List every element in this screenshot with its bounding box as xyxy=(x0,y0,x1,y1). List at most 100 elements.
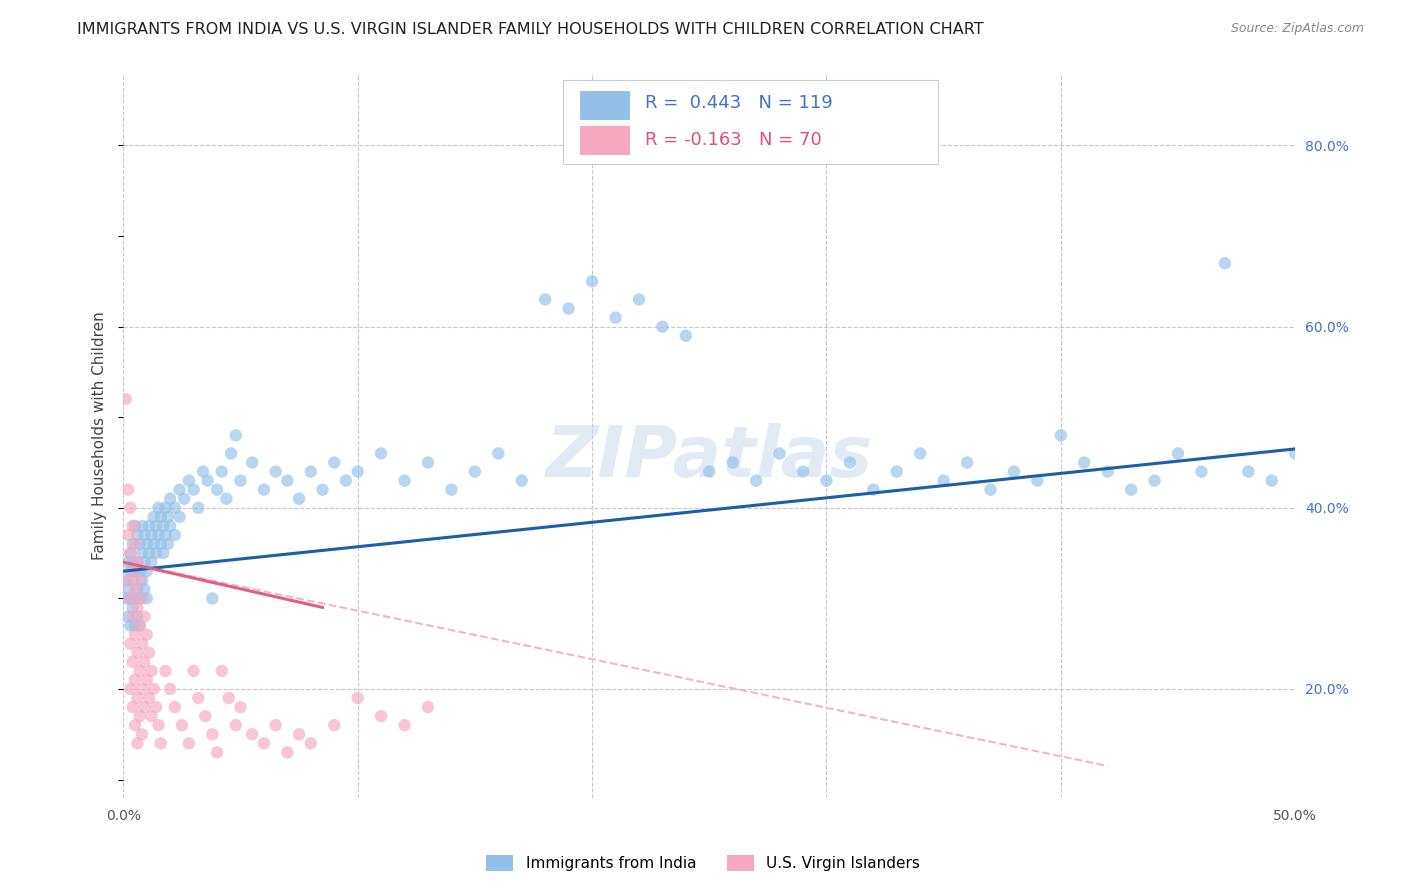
Point xyxy=(370,446,392,460)
Point xyxy=(124,673,146,687)
Point xyxy=(135,673,157,687)
Point xyxy=(651,319,673,334)
Point xyxy=(510,474,533,488)
Point xyxy=(218,691,240,706)
Point xyxy=(1191,465,1213,479)
Point xyxy=(163,700,186,714)
Point xyxy=(121,555,143,569)
FancyBboxPatch shape xyxy=(562,80,938,163)
Point xyxy=(135,537,157,551)
Point xyxy=(215,491,238,506)
Point xyxy=(145,519,167,533)
Point xyxy=(173,491,195,506)
Point xyxy=(127,555,149,569)
Point xyxy=(117,574,139,588)
Point xyxy=(124,627,146,641)
Point xyxy=(159,491,181,506)
Point xyxy=(128,618,150,632)
Text: IMMIGRANTS FROM INDIA VS U.S. VIRGIN ISLANDER FAMILY HOUSEHOLDS WITH CHILDREN CO: IMMIGRANTS FROM INDIA VS U.S. VIRGIN ISL… xyxy=(77,22,984,37)
Point xyxy=(886,465,908,479)
Y-axis label: Family Households with Children: Family Households with Children xyxy=(93,311,107,559)
Point xyxy=(134,700,156,714)
Point xyxy=(142,509,165,524)
Point xyxy=(127,582,149,597)
Point xyxy=(323,456,346,470)
Point xyxy=(128,564,150,578)
Point xyxy=(581,274,603,288)
Point xyxy=(1097,465,1119,479)
Point xyxy=(141,528,163,542)
Point xyxy=(124,618,146,632)
Point xyxy=(131,681,153,696)
Point xyxy=(124,582,146,597)
Point xyxy=(197,474,219,488)
Point xyxy=(131,519,153,533)
Point xyxy=(121,609,143,624)
Point xyxy=(135,627,157,641)
Point xyxy=(135,564,157,578)
Point xyxy=(149,537,172,551)
Point xyxy=(134,528,156,542)
Point xyxy=(124,591,146,606)
Point xyxy=(124,519,146,533)
Point xyxy=(148,528,170,542)
Point xyxy=(394,718,416,732)
Point xyxy=(862,483,884,497)
Point xyxy=(276,474,298,488)
Point xyxy=(155,500,177,515)
Point xyxy=(138,646,160,660)
Point xyxy=(187,500,209,515)
Point xyxy=(1213,256,1236,270)
Point xyxy=(121,564,143,578)
Point xyxy=(117,582,139,597)
Point xyxy=(148,718,170,732)
Point xyxy=(264,718,287,732)
Point xyxy=(288,491,311,506)
Point xyxy=(240,727,263,741)
Point xyxy=(1143,474,1166,488)
Point xyxy=(346,465,368,479)
Point xyxy=(131,637,153,651)
Point xyxy=(464,465,486,479)
Point xyxy=(201,727,224,741)
Point xyxy=(1121,483,1143,497)
Point xyxy=(163,500,186,515)
Point xyxy=(128,618,150,632)
Point xyxy=(335,474,357,488)
Point xyxy=(117,609,139,624)
Point xyxy=(205,745,228,759)
Point xyxy=(120,681,142,696)
Point xyxy=(177,736,200,750)
Point xyxy=(159,681,181,696)
Point xyxy=(156,509,179,524)
Point xyxy=(1026,474,1049,488)
Point xyxy=(152,519,174,533)
Point xyxy=(128,591,150,606)
Point xyxy=(253,483,276,497)
Point xyxy=(128,664,150,678)
Point xyxy=(145,700,167,714)
Point xyxy=(253,736,276,750)
Point xyxy=(121,600,143,615)
Point xyxy=(219,446,242,460)
Point xyxy=(605,310,627,325)
Point xyxy=(177,474,200,488)
Bar xyxy=(581,91,630,120)
Point xyxy=(135,591,157,606)
Point xyxy=(225,718,247,732)
Point xyxy=(120,618,142,632)
Point xyxy=(299,465,322,479)
Point xyxy=(148,500,170,515)
Point xyxy=(145,546,167,560)
Point xyxy=(557,301,579,316)
Point xyxy=(138,691,160,706)
Point xyxy=(138,519,160,533)
Point xyxy=(1073,456,1095,470)
Point xyxy=(1284,446,1306,460)
Point xyxy=(134,655,156,669)
Text: Source: ZipAtlas.com: Source: ZipAtlas.com xyxy=(1230,22,1364,36)
Point xyxy=(191,465,214,479)
Point xyxy=(440,483,463,497)
Point xyxy=(211,664,233,678)
Point xyxy=(370,709,392,723)
